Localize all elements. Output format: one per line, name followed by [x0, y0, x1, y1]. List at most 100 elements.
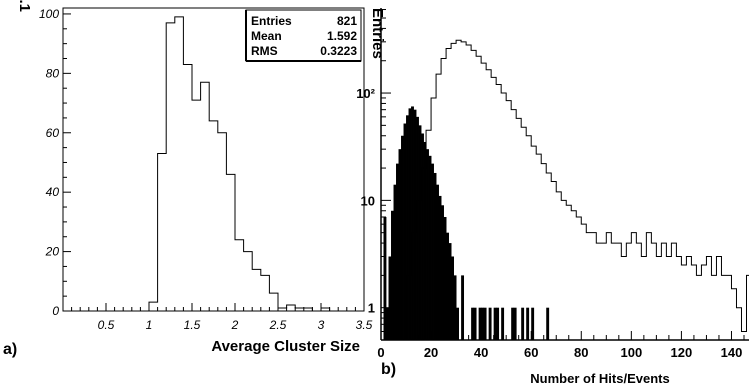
panel-b-letter: b) [381, 361, 396, 378]
histogram-bin [201, 82, 210, 311]
outline-bin [711, 275, 716, 340]
outline-bin [581, 224, 586, 340]
filled-bin [546, 307, 550, 340]
x-tick-label: 0 [377, 345, 384, 360]
x-tick-label: 2 [231, 318, 239, 332]
outline-bin [596, 243, 601, 340]
filled-bin [421, 133, 424, 340]
x-tick-label: 120 [671, 345, 693, 360]
filled-bin [501, 307, 505, 340]
outline-bin [561, 200, 566, 340]
histogram-bin [235, 240, 244, 311]
filled-bin [411, 106, 414, 340]
filled-bin [433, 172, 437, 340]
outline-bin [731, 289, 736, 340]
filled-bin [448, 243, 452, 340]
outline-bin [736, 308, 741, 340]
outline-bin [571, 211, 576, 340]
outline-bin [606, 233, 611, 340]
outline-bin [701, 265, 706, 340]
outline-histogram [405, 39, 749, 340]
histogram-bin [218, 133, 227, 311]
stats-box: Entries 821 Mean 1.592 RMS 0.3223 [245, 9, 362, 62]
filled-bin [403, 123, 407, 341]
outline-bin [676, 256, 681, 340]
filled-bin [453, 275, 457, 340]
y-tick-label: 20 [45, 245, 60, 259]
filled-bin [483, 307, 487, 340]
x-tick-label: 3 [318, 318, 325, 332]
filled-bin [481, 307, 485, 340]
histogram-bin [261, 275, 270, 311]
filled-bin [513, 307, 517, 340]
outline-bin [576, 217, 581, 340]
filled-bin [388, 256, 392, 340]
outline-bin [541, 164, 546, 340]
outline-bin [696, 275, 701, 340]
outline-bin [666, 256, 671, 340]
outline-bin [551, 181, 556, 340]
histogram-bin [158, 154, 167, 311]
stats-rms-value: 0.3223 [320, 44, 357, 58]
outline-bin [536, 154, 541, 340]
outline-bin [471, 50, 476, 340]
outline-bin [501, 93, 506, 340]
histogram-bin [166, 23, 175, 311]
stats-mean-value: 1.592 [327, 29, 357, 43]
outline-bin [481, 63, 486, 340]
filled-bin [406, 115, 409, 340]
outline-bin [506, 101, 511, 340]
outline-bin [681, 265, 686, 340]
histogram-bin [244, 252, 253, 311]
x-tick-label: 3.5 [356, 318, 373, 332]
y-tick-label: 10 [361, 193, 375, 208]
outline-bin [486, 70, 491, 340]
filled-bin [436, 184, 439, 340]
x-tick-label: 20 [424, 345, 438, 360]
filled-bin [451, 256, 454, 340]
filled-bin [396, 163, 399, 340]
y-tick-label: 40 [46, 185, 60, 199]
y-tick-label: 1 [368, 301, 375, 316]
filled-bin [423, 141, 427, 340]
outline-bin [591, 233, 596, 340]
x-tick-label: 1 [146, 318, 153, 332]
filled-bin [473, 307, 477, 340]
x-tick-label: 1.5 [184, 318, 201, 332]
filled-bin [416, 116, 419, 340]
panel-a-tick-labels: 0.5 1 1.5 2 2.5 3 3.5 0 20 40 60 80 100 [39, 7, 373, 332]
histogram-bin [209, 121, 218, 311]
outline-bin [496, 85, 501, 340]
x-tick-label: 60 [524, 345, 538, 360]
outline-bin [636, 243, 641, 340]
filled-bin [398, 149, 402, 340]
panel-a: 0.5 1 1.5 2 2.5 3 3.5 0 20 40 60 80 100 Average Clus… [3, 0, 373, 358]
panel-a-letter: a) [3, 341, 17, 358]
outline-bin [661, 243, 666, 340]
filled-bin [478, 307, 482, 340]
filled-bin [401, 135, 404, 340]
filled-bin [393, 184, 397, 340]
outline-bin [611, 243, 616, 340]
filled-bin [488, 307, 492, 340]
y-tick-label: 80 [46, 66, 60, 80]
x-tick-label: 140 [721, 345, 743, 360]
outline-bin [656, 256, 661, 340]
filled-bin [426, 149, 429, 340]
stats-entries-label: Entries [251, 14, 292, 28]
filled-bin [443, 216, 447, 340]
outline-bin [621, 256, 626, 340]
panel-b-tick-labels: 0 20 40 60 80 100 120 140 1 10 10² [356, 86, 742, 360]
filled-bin [471, 307, 475, 340]
histogram-outline [148, 16, 331, 312]
x-tick-label: 80 [574, 345, 588, 360]
filled-bin [521, 307, 525, 340]
filled-bin [496, 307, 500, 340]
histogram-bin [287, 305, 296, 311]
panel-b-histogram [383, 39, 749, 341]
outline-bin [726, 275, 731, 340]
outline-bin [631, 233, 636, 340]
histogram-bin [192, 100, 201, 311]
histogram-bin [269, 293, 278, 311]
